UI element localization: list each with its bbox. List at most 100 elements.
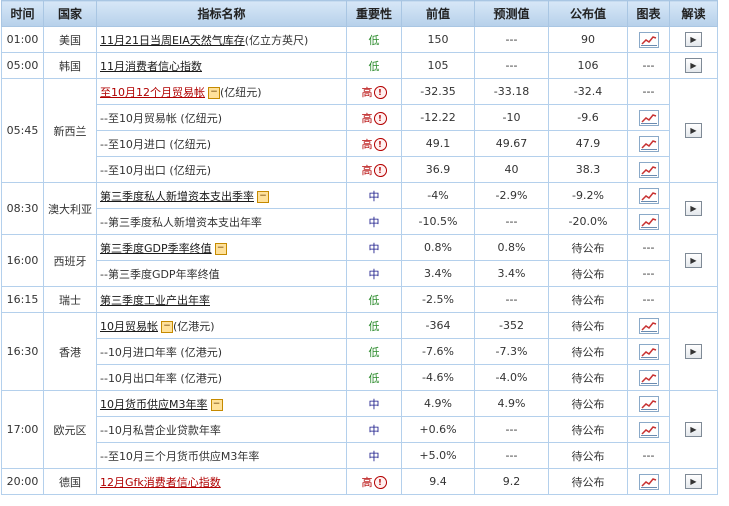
actual-value: -32.4 — [548, 78, 628, 105]
interpretation-cell: ▶ — [669, 390, 718, 469]
indicator-label: --第三季度GDP年率终值 — [100, 267, 220, 281]
chart-cell — [627, 390, 670, 417]
importance-label: 低 — [368, 33, 380, 47]
indicator-link[interactable]: 10月货币供应M3年率 — [100, 397, 208, 411]
table-row: --第三季度GDP年率终值中 3.4% 3.4% 待公布 --- — [2, 260, 718, 287]
line-chart-icon[interactable] — [638, 161, 659, 178]
country-cell: 美国 — [43, 26, 97, 53]
importance-label: 低 — [368, 319, 380, 333]
minus-icon[interactable]: − — [210, 398, 223, 411]
importance-label: 中 — [368, 267, 380, 281]
previous-value: 105 — [401, 52, 475, 79]
chart-cell — [627, 104, 670, 131]
play-icon[interactable]: ▶ — [685, 58, 702, 73]
alert-icon: ! — [373, 112, 387, 125]
actual-value: 待公布 — [548, 260, 628, 287]
play-icon[interactable]: ▶ — [685, 201, 702, 216]
indicator-link[interactable]: 第三季度工业产出年率 — [100, 293, 210, 307]
forecast-value: 49.67 — [474, 130, 549, 157]
indicator-cell: 第三季度GDP季率终值 − — [96, 234, 347, 261]
previous-value: -7.6% — [401, 338, 475, 365]
table-row: 16:00 西班牙 第三季度GDP季率终值 − 中 0.8% 0.8% 待公布 --- ▶ — [1, 234, 718, 287]
table-row: 16:30 香港 10月贸易帐 − (亿港元) 低 -364 -352 待公布 ▶ — [1, 312, 718, 391]
line-chart-icon[interactable] — [638, 473, 659, 490]
interpretation-cell: ▶ — [669, 312, 718, 391]
table-row: 08:30 澳大利亚 第三季度私人新增资本支出季率 − 中 -4% -2.9% -9.2% ▶ — [1, 182, 718, 235]
chart-cell — [627, 364, 670, 391]
importance-label: 中 — [368, 397, 380, 411]
table-row: --至10月出口 (亿纽元) 高! 36.9 40 38.3 — [2, 156, 718, 183]
chart-cell: --- — [627, 286, 670, 313]
indicator-link[interactable]: 10月贸易帐 — [100, 319, 158, 333]
minus-icon[interactable]: − — [208, 86, 220, 99]
interpretation-cell: ▶ — [669, 182, 718, 235]
play-icon[interactable]: ▶ — [685, 344, 702, 359]
play-icon[interactable]: ▶ — [685, 32, 702, 47]
indicator-cell: --10月进口年率 (亿港元) — [96, 338, 347, 365]
importance-cell: 低 — [346, 364, 402, 391]
indicator-label: --10月进口年率 (亿港元) — [100, 345, 223, 359]
line-chart-icon[interactable] — [638, 187, 659, 204]
previous-value: -2.5% — [401, 286, 475, 313]
chart-cell — [627, 182, 670, 209]
chart-cell: --- — [627, 234, 670, 261]
play-icon[interactable]: ▶ — [685, 422, 702, 437]
actual-value: 待公布 — [548, 442, 628, 469]
minus-icon[interactable]: − — [161, 320, 173, 333]
actual-value: 待公布 — [548, 338, 628, 365]
importance-cell: 高! — [346, 156, 402, 183]
indicator-link[interactable]: 11月21日当周EIA天然气库存 — [100, 33, 245, 47]
line-chart-icon[interactable] — [638, 421, 659, 438]
actual-value: 106 — [548, 52, 628, 79]
importance-label: 高 — [361, 137, 373, 151]
importance-label: 中 — [368, 215, 380, 229]
line-chart-icon[interactable] — [638, 369, 659, 386]
actual-value: 47.9 — [548, 130, 628, 157]
play-icon[interactable]: ▶ — [685, 123, 702, 138]
forecast-value: 4.9% — [474, 390, 549, 417]
importance-cell: 高! — [346, 78, 402, 105]
line-chart-icon[interactable] — [638, 109, 659, 126]
indicator-label: --至10月贸易帐 (亿纽元) — [100, 111, 223, 125]
interpretation-cell: ▶ — [669, 26, 718, 53]
header-chart: 图表 — [627, 0, 670, 27]
indicator-link[interactable]: 12月Gfk消费者信心指数 — [100, 475, 221, 489]
indicator-link[interactable]: 11月消费者信心指数 — [100, 59, 202, 73]
chart-cell — [627, 468, 670, 495]
country-cell: 新西兰 — [43, 78, 97, 183]
actual-value: 38.3 — [548, 156, 628, 183]
minus-icon[interactable]: − — [257, 190, 269, 203]
minus-icon[interactable]: − — [214, 242, 227, 255]
chart-cell — [627, 312, 670, 339]
header-importance: 重要性 — [346, 0, 402, 27]
chart-cell — [627, 130, 670, 157]
line-chart-icon[interactable] — [638, 395, 659, 412]
line-chart-icon[interactable] — [638, 317, 659, 334]
play-icon[interactable]: ▶ — [685, 474, 702, 489]
importance-label: 高 — [361, 111, 373, 125]
line-chart-icon[interactable] — [638, 343, 659, 360]
indicator-cell: --至10月三个月货币供应M3年率 — [96, 442, 347, 469]
indicator-link[interactable]: 第三季度私人新增资本支出季率 — [100, 189, 254, 203]
indicator-link[interactable]: 第三季度GDP季率终值 — [100, 241, 212, 255]
line-chart-icon[interactable] — [638, 31, 659, 48]
chart-cell — [627, 208, 670, 235]
chart-cell: --- — [627, 442, 670, 469]
play-icon[interactable]: ▶ — [685, 253, 702, 268]
actual-value: -9.6 — [548, 104, 628, 131]
line-chart-icon[interactable] — [638, 135, 659, 152]
importance-cell: 低 — [346, 312, 402, 339]
indicator-link[interactable]: 至10月12个月贸易帐 — [100, 85, 205, 99]
empty-chart: --- — [642, 267, 655, 280]
header-actual: 公布值 — [548, 0, 628, 27]
importance-cell: 低 — [346, 26, 402, 53]
indicator-label: --10月出口年率 (亿港元) — [100, 371, 223, 385]
actual-value: 待公布 — [548, 364, 628, 391]
forecast-value: --- — [474, 416, 549, 443]
importance-cell: 中 — [346, 234, 402, 261]
line-chart-icon[interactable] — [638, 213, 659, 230]
importance-cell: 低 — [346, 338, 402, 365]
importance-label: 低 — [368, 345, 380, 359]
country-cell: 西班牙 — [43, 234, 97, 287]
importance-label: 低 — [368, 59, 380, 73]
